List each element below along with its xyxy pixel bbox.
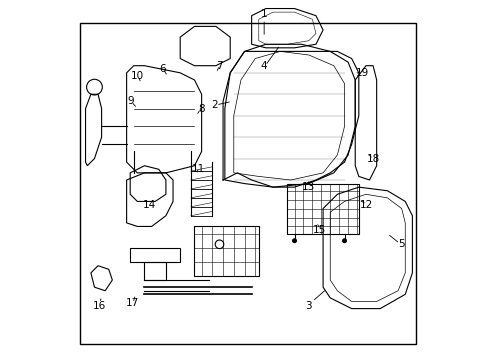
Bar	[194, 226, 258, 276]
Text: 8: 8	[198, 104, 204, 113]
Text: 12: 12	[359, 200, 372, 210]
Text: 18: 18	[366, 154, 379, 163]
Text: 14: 14	[143, 200, 156, 210]
Text: 16: 16	[93, 301, 106, 311]
Circle shape	[292, 239, 296, 243]
Bar	[130, 248, 180, 262]
Text: 11: 11	[191, 164, 204, 174]
Text: 9: 9	[126, 96, 133, 107]
Bar	[144, 262, 165, 280]
Text: 7: 7	[216, 61, 223, 71]
Text: 6: 6	[159, 64, 165, 74]
Text: 3: 3	[305, 301, 311, 311]
Text: 17: 17	[125, 298, 138, 308]
Text: 2: 2	[210, 100, 217, 110]
Text: 19: 19	[355, 68, 368, 78]
Text: 15: 15	[312, 225, 325, 235]
Text: 1: 1	[260, 9, 267, 19]
Text: 4: 4	[260, 61, 267, 71]
Text: 13: 13	[302, 182, 315, 192]
Text: 5: 5	[398, 239, 404, 249]
Text: 10: 10	[130, 71, 143, 81]
Bar	[287, 184, 358, 234]
Circle shape	[342, 239, 346, 243]
